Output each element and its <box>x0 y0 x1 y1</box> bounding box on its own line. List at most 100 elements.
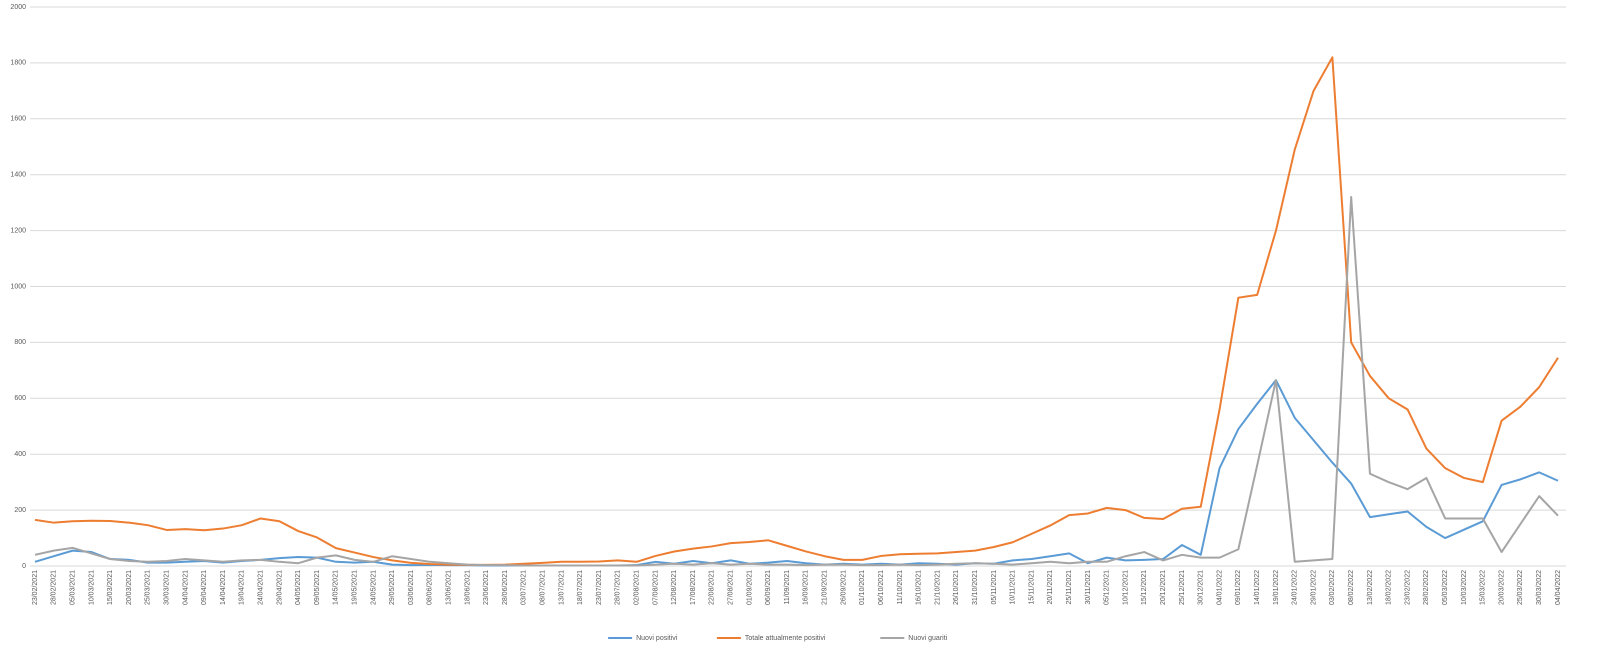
x-tick-label: 19/01/2022 <box>1273 570 1280 605</box>
x-tick-label: 14/01/2022 <box>1254 570 1261 605</box>
x-tick-label: 26/10/2021 <box>953 570 960 605</box>
x-tick-label: 14/04/2021 <box>220 570 227 605</box>
x-tick-label: 20/03/2022 <box>1498 570 1505 605</box>
x-tick-label: 29/01/2022 <box>1310 570 1317 605</box>
x-tick-label: 04/04/2022 <box>1555 570 1562 605</box>
legend-label: Nuovi guariti <box>908 635 947 642</box>
x-tick-label: 29/04/2021 <box>276 570 283 605</box>
series-line <box>34 379 1559 567</box>
y-tick-label: 1000 <box>10 283 26 290</box>
x-tick-label: 30/03/2022 <box>1536 570 1543 605</box>
x-tick-label: 22/08/2021 <box>709 570 716 605</box>
x-tick-label: 13/06/2021 <box>445 570 452 605</box>
x-tick-label: 30/03/2021 <box>163 570 170 605</box>
x-tick-label: 18/06/2021 <box>464 570 471 605</box>
x-tick-label: 21/09/2021 <box>822 570 829 605</box>
x-tick-label: 10/12/2021 <box>1122 570 1129 605</box>
x-tick-label: 24/04/2021 <box>257 570 264 605</box>
x-tick-label: 25/11/2021 <box>1066 570 1073 605</box>
x-tick-label: 11/10/2021 <box>897 570 904 605</box>
x-tick-label: 03/02/2022 <box>1329 570 1336 605</box>
x-tick-label: 04/05/2021 <box>295 570 302 605</box>
x-tick-label: 16/09/2021 <box>803 570 810 605</box>
x-tick-label: 29/05/2021 <box>389 570 396 605</box>
y-tick-label: 800 <box>14 339 26 346</box>
y-tick-label: 0 <box>22 563 26 570</box>
x-tick-label: 12/08/2021 <box>671 570 678 605</box>
x-tick-label: 28/02/2022 <box>1423 570 1430 605</box>
x-tick-label: 13/07/2021 <box>558 570 565 605</box>
x-tick-label: 15/12/2021 <box>1141 570 1148 605</box>
x-tick-label: 11/09/2021 <box>784 570 791 605</box>
x-tick-label: 23/07/2021 <box>596 570 603 605</box>
x-tick-label: 19/04/2021 <box>239 570 246 605</box>
series-line <box>34 56 1559 566</box>
x-tick-label: 28/06/2021 <box>502 570 509 605</box>
x-tick-label: 08/02/2022 <box>1348 570 1355 605</box>
x-tick-label: 21/10/2021 <box>934 570 941 605</box>
x-tick-label: 30/12/2021 <box>1198 570 1205 605</box>
x-tick-label: 03/07/2021 <box>521 570 528 605</box>
x-tick-label: 10/11/2021 <box>1010 570 1017 605</box>
x-tick-label: 05/03/2022 <box>1442 570 1449 605</box>
x-tick-label: 05/11/2021 <box>991 570 998 605</box>
y-tick-label: 1800 <box>10 60 26 67</box>
y-tick-label: 600 <box>14 395 26 402</box>
x-tick-label: 06/10/2021 <box>878 570 885 605</box>
x-tick-label: 08/07/2021 <box>540 570 547 605</box>
x-tick-label: 09/04/2021 <box>201 570 208 605</box>
x-tick-label: 23/02/2022 <box>1404 570 1411 605</box>
x-tick-label: 05/12/2021 <box>1104 570 1111 605</box>
x-tick-label: 01/10/2021 <box>859 570 866 605</box>
x-tick-label: 20/03/2021 <box>126 570 133 605</box>
x-tick-label: 09/05/2021 <box>314 570 321 605</box>
x-tick-label: 15/11/2021 <box>1028 570 1035 605</box>
x-tick-label: 24/05/2021 <box>370 570 377 605</box>
x-tick-label: 08/06/2021 <box>427 570 434 605</box>
x-tick-label: 20/11/2021 <box>1047 570 1054 605</box>
x-tick-label: 25/03/2022 <box>1517 570 1524 605</box>
x-tick-label: 19/05/2021 <box>351 570 358 605</box>
x-tick-label: 15/03/2021 <box>107 570 114 605</box>
x-tick-label: 20/12/2021 <box>1160 570 1167 605</box>
x-tick-label: 10/03/2022 <box>1461 570 1468 605</box>
x-tick-label: 01/09/2021 <box>746 570 753 605</box>
legend-label: Nuovi positivi <box>636 635 678 642</box>
x-tick-label: 23/02/2021 <box>32 570 39 605</box>
x-tick-label: 10/03/2021 <box>88 570 95 605</box>
y-tick-label: 200 <box>14 507 26 514</box>
x-tick-label: 17/08/2021 <box>690 570 697 605</box>
x-tick-label: 26/09/2021 <box>840 570 847 605</box>
x-tick-label: 04/04/2021 <box>182 570 189 605</box>
x-tick-label: 16/10/2021 <box>916 570 923 605</box>
x-tick-label: 24/01/2022 <box>1292 570 1299 605</box>
x-tick-label: 23/06/2021 <box>483 570 490 605</box>
x-tick-label: 28/07/2021 <box>615 570 622 605</box>
x-tick-label: 05/03/2021 <box>69 570 76 605</box>
y-tick-label: 1200 <box>10 227 26 234</box>
y-tick-label: 1600 <box>10 116 26 123</box>
x-tick-label: 06/09/2021 <box>765 570 772 605</box>
y-tick-label: 400 <box>14 451 26 458</box>
y-tick-label: 2000 <box>10 4 26 11</box>
x-tick-label: 09/01/2022 <box>1235 570 1242 605</box>
x-tick-label: 18/07/2021 <box>577 570 584 605</box>
x-tick-label: 27/08/2021 <box>728 570 735 605</box>
x-tick-label: 18/02/2022 <box>1386 570 1393 605</box>
x-tick-label: 14/05/2021 <box>333 570 340 605</box>
x-tick-label: 15/03/2022 <box>1480 570 1487 605</box>
x-tick-label: 25/03/2021 <box>145 570 152 605</box>
x-tick-label: 30/11/2021 <box>1085 570 1092 605</box>
x-tick-label: 02/08/2021 <box>634 570 641 605</box>
legend-label: Totale attualmente positivi <box>745 635 826 642</box>
x-tick-label: 28/02/2021 <box>51 570 58 605</box>
x-tick-label: 31/10/2021 <box>972 570 979 605</box>
x-tick-label: 25/12/2021 <box>1179 570 1186 605</box>
x-tick-label: 03/06/2021 <box>408 570 415 605</box>
x-tick-label: 13/02/2022 <box>1367 570 1374 605</box>
y-tick-label: 1400 <box>10 172 26 179</box>
x-tick-label: 07/08/2021 <box>652 570 659 605</box>
x-tick-label: 04/01/2022 <box>1216 570 1223 605</box>
series-line <box>34 196 1559 567</box>
